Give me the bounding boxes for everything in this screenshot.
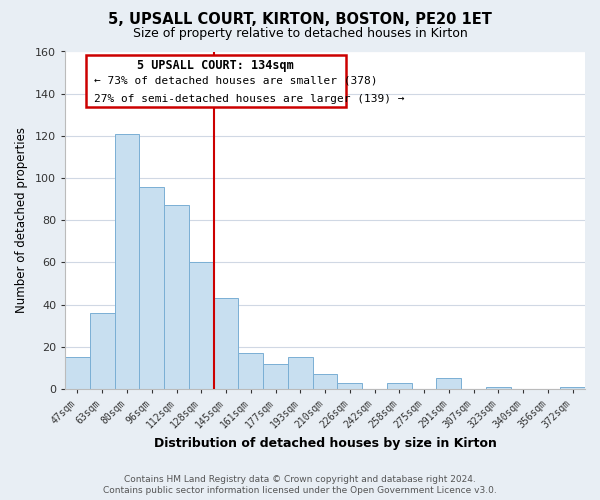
FancyBboxPatch shape <box>86 55 346 107</box>
Text: Contains HM Land Registry data © Crown copyright and database right 2024.: Contains HM Land Registry data © Crown c… <box>124 475 476 484</box>
X-axis label: Distribution of detached houses by size in Kirton: Distribution of detached houses by size … <box>154 437 496 450</box>
Bar <box>214 298 238 389</box>
Text: 27% of semi-detached houses are larger (139) →: 27% of semi-detached houses are larger (… <box>94 94 404 104</box>
Text: ← 73% of detached houses are smaller (378): ← 73% of detached houses are smaller (37… <box>94 76 377 86</box>
Bar <box>238 353 263 389</box>
Bar <box>164 206 189 389</box>
Bar <box>436 378 461 389</box>
Bar <box>337 382 362 389</box>
Bar <box>90 313 115 389</box>
Y-axis label: Number of detached properties: Number of detached properties <box>15 128 28 314</box>
Bar <box>560 387 585 389</box>
Bar <box>486 387 511 389</box>
Bar <box>313 374 337 389</box>
Bar <box>288 358 313 389</box>
Bar <box>115 134 139 389</box>
Text: 5 UPSALL COURT: 134sqm: 5 UPSALL COURT: 134sqm <box>137 59 294 72</box>
Bar <box>139 186 164 389</box>
Text: 5, UPSALL COURT, KIRTON, BOSTON, PE20 1ET: 5, UPSALL COURT, KIRTON, BOSTON, PE20 1E… <box>108 12 492 28</box>
Text: Size of property relative to detached houses in Kirton: Size of property relative to detached ho… <box>133 28 467 40</box>
Bar <box>387 382 412 389</box>
Text: Contains public sector information licensed under the Open Government Licence v3: Contains public sector information licen… <box>103 486 497 495</box>
Bar <box>65 358 90 389</box>
Bar <box>189 262 214 389</box>
Bar <box>263 364 288 389</box>
